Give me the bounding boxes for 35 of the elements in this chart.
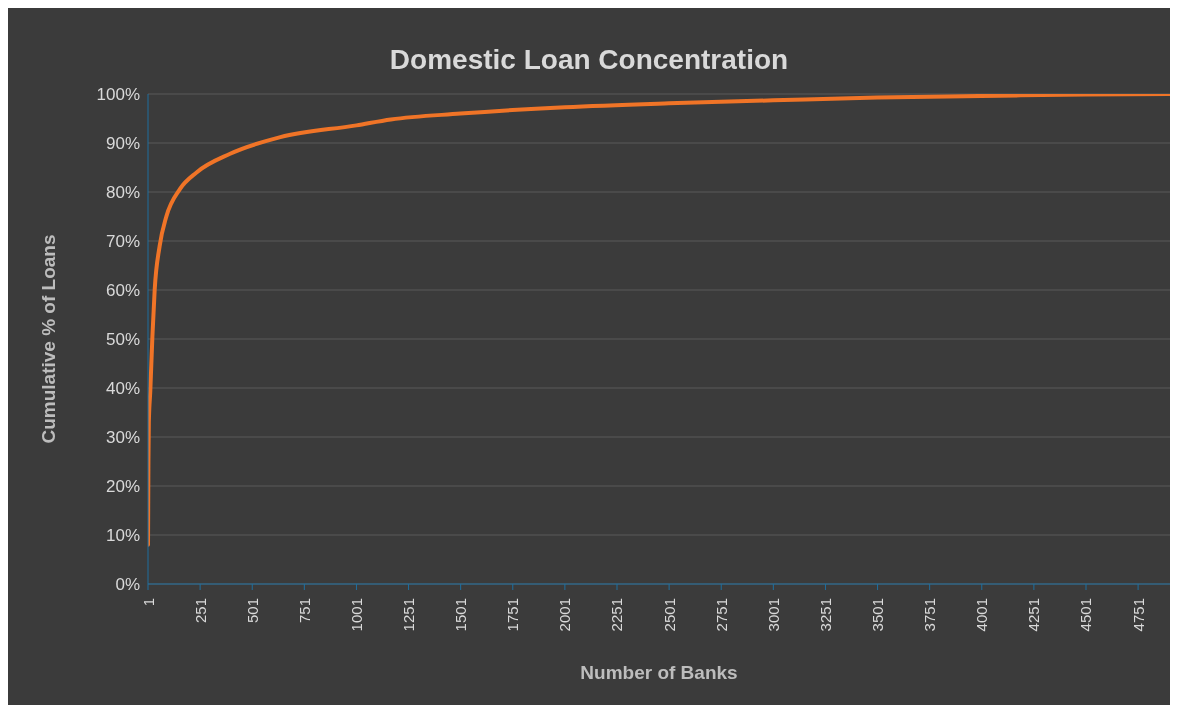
y-tick-label: 70%: [105, 232, 140, 252]
x-tick-label: 751: [295, 598, 313, 624]
y-tick-label: 0%: [115, 575, 140, 595]
y-tick-label: 60%: [105, 281, 140, 301]
x-tick-label: 4001: [973, 598, 991, 632]
y-tick-label: 40%: [105, 379, 140, 399]
chart-title: Domestic Loan Concentration: [388, 43, 790, 77]
x-tick-label: 2501: [660, 598, 678, 632]
y-tick-label: 20%: [105, 477, 140, 497]
line-series: [148, 94, 1170, 547]
x-tick-label: 251: [191, 598, 209, 624]
x-tick-label: 3001: [764, 598, 782, 632]
x-tick-label: 1001: [347, 598, 365, 632]
x-tick-label: 1251: [400, 598, 418, 632]
x-tick-label: 1501: [452, 598, 470, 632]
y-tick-label: 80%: [105, 183, 140, 203]
y-tick-label: 10%: [105, 526, 140, 546]
x-tick-label: 2001: [556, 598, 574, 632]
y-tick-label: 90%: [105, 134, 140, 154]
x-tick-label: 4501: [1077, 598, 1095, 632]
y-tick-label: 30%: [105, 428, 140, 448]
x-tick-label: 2251: [608, 598, 626, 632]
x-tick-label: 1751: [504, 598, 522, 632]
y-tick-label: 100%: [96, 85, 140, 105]
x-tick-label: 4251: [1025, 598, 1043, 632]
x-tick-label: 3751: [921, 598, 939, 632]
y-axis-title: Cumulative % of Loans: [37, 234, 59, 444]
x-tick-label: 3251: [816, 598, 834, 632]
x-tick-label: 2751: [712, 598, 730, 632]
x-tick-label: 4751: [1129, 598, 1147, 632]
x-tick-label: 501: [243, 598, 261, 624]
x-tick-label: 3501: [869, 598, 887, 632]
x-tick-label: 1: [139, 598, 157, 607]
y-tick-label: 50%: [105, 330, 140, 350]
x-axis-title: Number of Banks: [580, 662, 738, 683]
